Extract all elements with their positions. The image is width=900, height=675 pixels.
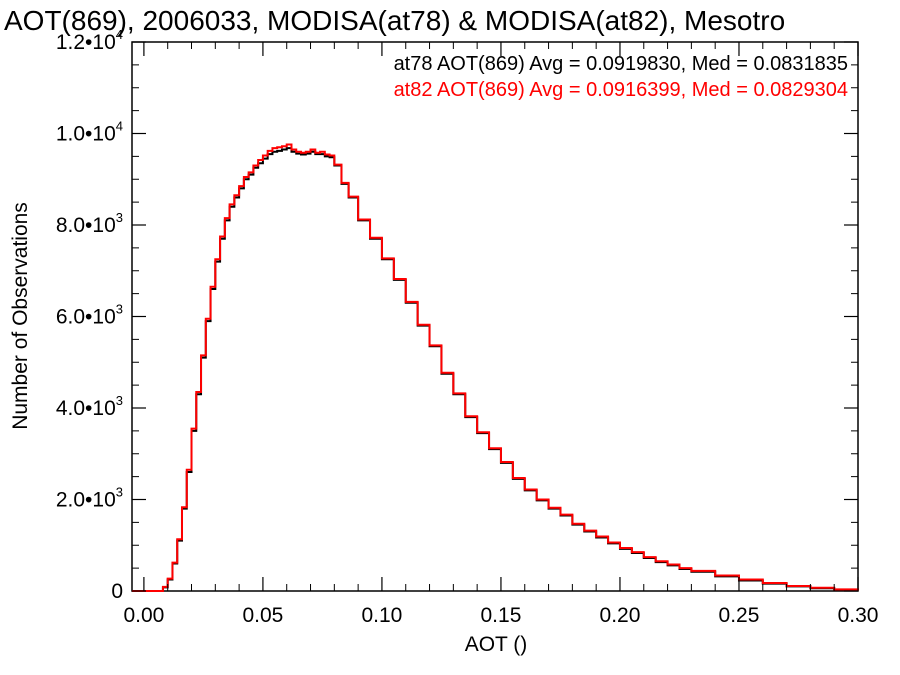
x-axis: 0.00 0.05 0.10 0.15 0.20 0.25 0.30 bbox=[123, 42, 878, 627]
plot-frame bbox=[131, 41, 859, 592]
series-layer bbox=[132, 143, 859, 592]
y-tick-label: 6.0•103 bbox=[56, 302, 123, 329]
x-tick-label: 0.05 bbox=[242, 604, 283, 627]
y-axis-label: Number of Observations bbox=[9, 202, 32, 430]
x-tick-label: 0.15 bbox=[481, 604, 522, 627]
x-tick-label: 0.10 bbox=[361, 604, 402, 627]
y-tick-label: 0 bbox=[111, 580, 123, 603]
at78-histogram-line bbox=[132, 147, 859, 592]
chart-title: AOT(869), 2006033, MODISA(at78) & MODISA… bbox=[4, 5, 785, 36]
x-tick-label: 0.00 bbox=[123, 604, 164, 627]
y-tick-label: 8.0•103 bbox=[56, 210, 123, 237]
at78-stats-annotation: at78 AOT(869) Avg = 0.0919830, Med = 0.0… bbox=[394, 53, 848, 75]
x-tick-label: 0.20 bbox=[600, 604, 641, 627]
x-axis-label: AOT () bbox=[465, 633, 528, 656]
at82-stats-annotation: at82 AOT(869) Avg = 0.0916399, Med = 0.0… bbox=[394, 79, 848, 101]
y-axis: 0 2.0•103 4.0•103 6.0•103 8.0•103 1.0•104 1.2•… bbox=[56, 27, 858, 603]
y-tick-label: 4.0•103 bbox=[56, 393, 123, 420]
y-tick-label: 1.0•104 bbox=[56, 119, 123, 146]
y-tick-label: 2.0•103 bbox=[56, 485, 123, 512]
y-tick-label: 1.2•104 bbox=[56, 27, 123, 54]
plot-border bbox=[131, 41, 859, 592]
at82-histogram-line bbox=[132, 143, 859, 592]
x-tick-label: 0.25 bbox=[719, 604, 760, 627]
x-tick-label: 0.30 bbox=[838, 604, 879, 627]
